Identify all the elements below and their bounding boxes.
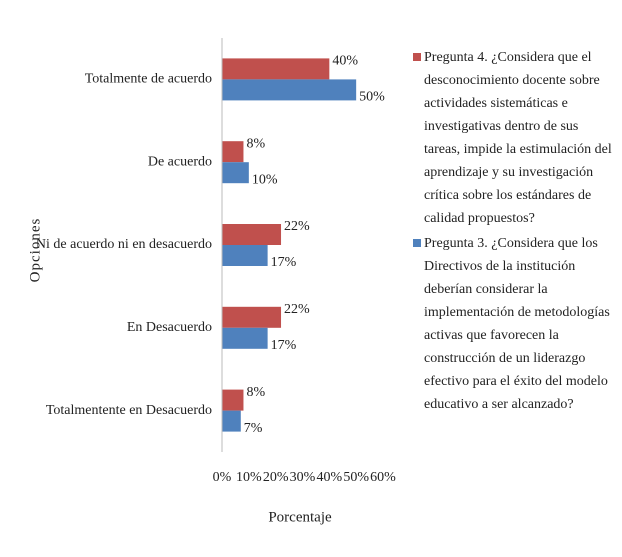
value-label: 7%: [244, 421, 263, 436]
value-label: 40%: [332, 54, 358, 69]
x-tick-label: 30%: [290, 470, 316, 485]
bar: [222, 58, 330, 80]
x-tick-label: 40%: [316, 470, 342, 485]
legend: Pregunta 4. ¿Considera que el desconocim…: [413, 46, 613, 418]
y-tick-label: En Desacuerdo: [127, 320, 212, 335]
bar: [222, 327, 268, 349]
value-label: 17%: [271, 255, 297, 270]
legend-label: Pregunta 3. ¿Considera que los Directivo…: [424, 236, 610, 412]
y-tick-label: Ni de acuerdo ni en desacuerdo: [36, 237, 212, 252]
bar: [222, 79, 357, 101]
bar: [222, 245, 268, 266]
bar: [222, 306, 282, 328]
y-tick-label: Totalmente de acuerdo: [85, 72, 212, 87]
x-tick-label: 10%: [236, 470, 262, 485]
x-axis-title: Porcentaje: [268, 509, 332, 525]
x-tick-label: 20%: [263, 470, 289, 485]
legend-swatch: [413, 53, 421, 61]
x-tick-label: 0%: [213, 470, 232, 485]
legend-swatch: [413, 239, 421, 247]
value-label: 10%: [252, 172, 278, 187]
bar: [222, 224, 282, 245]
value-label: 8%: [246, 385, 265, 400]
y-tick-label: De acuerdo: [148, 154, 212, 169]
bar: [222, 410, 241, 432]
bar: [222, 162, 249, 184]
y-tick-label: Totalmentente en Desacuerdo: [46, 403, 212, 418]
x-tick-label: 50%: [343, 470, 369, 485]
legend-entry: Pregunta 4. ¿Considera que el desconocim…: [413, 46, 613, 230]
legend-entry: Pregunta 3. ¿Considera que los Directivo…: [413, 232, 613, 416]
value-label: 17%: [271, 338, 297, 353]
bar: [222, 389, 244, 411]
value-label: 22%: [284, 219, 310, 234]
value-label: 8%: [246, 136, 265, 151]
y-axis-title: Opciones: [27, 218, 43, 283]
x-tick-label: 60%: [370, 470, 396, 485]
legend-label: Pregunta 4. ¿Considera que el desconocim…: [424, 50, 612, 226]
value-label: 50%: [359, 90, 385, 105]
bar: [222, 141, 244, 163]
value-label: 22%: [284, 302, 310, 317]
